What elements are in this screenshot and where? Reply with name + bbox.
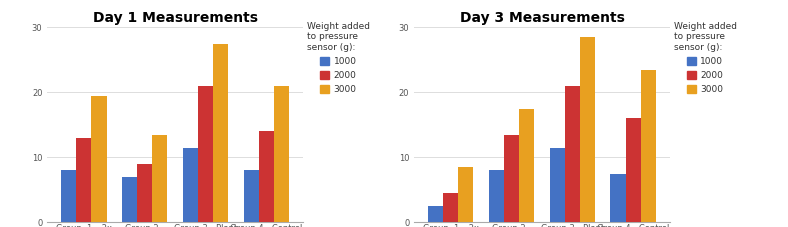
Bar	[243, 170, 258, 222]
Bar	[91, 96, 106, 222]
Bar	[489, 170, 504, 222]
Bar	[137, 164, 152, 222]
Bar	[626, 118, 641, 222]
Bar	[519, 109, 534, 222]
Bar	[641, 69, 656, 222]
Bar	[122, 177, 137, 222]
Title: Day 3 Measurements: Day 3 Measurements	[459, 11, 624, 25]
Bar	[76, 138, 91, 222]
Legend: 1000, 2000, 3000: 1000, 2000, 3000	[674, 22, 737, 94]
Bar	[549, 148, 565, 222]
Bar	[428, 206, 443, 222]
Bar	[258, 131, 274, 222]
Bar	[580, 37, 595, 222]
Bar	[459, 167, 474, 222]
Bar	[152, 135, 168, 222]
Bar	[183, 148, 198, 222]
Bar	[61, 170, 76, 222]
Title: Day 1 Measurements: Day 1 Measurements	[93, 11, 258, 25]
Legend: 1000, 2000, 3000: 1000, 2000, 3000	[307, 22, 370, 94]
Bar	[504, 135, 519, 222]
Bar	[611, 174, 626, 222]
Bar	[443, 193, 459, 222]
Bar	[274, 86, 289, 222]
Bar	[198, 86, 213, 222]
Bar	[565, 86, 580, 222]
Bar	[213, 44, 229, 222]
